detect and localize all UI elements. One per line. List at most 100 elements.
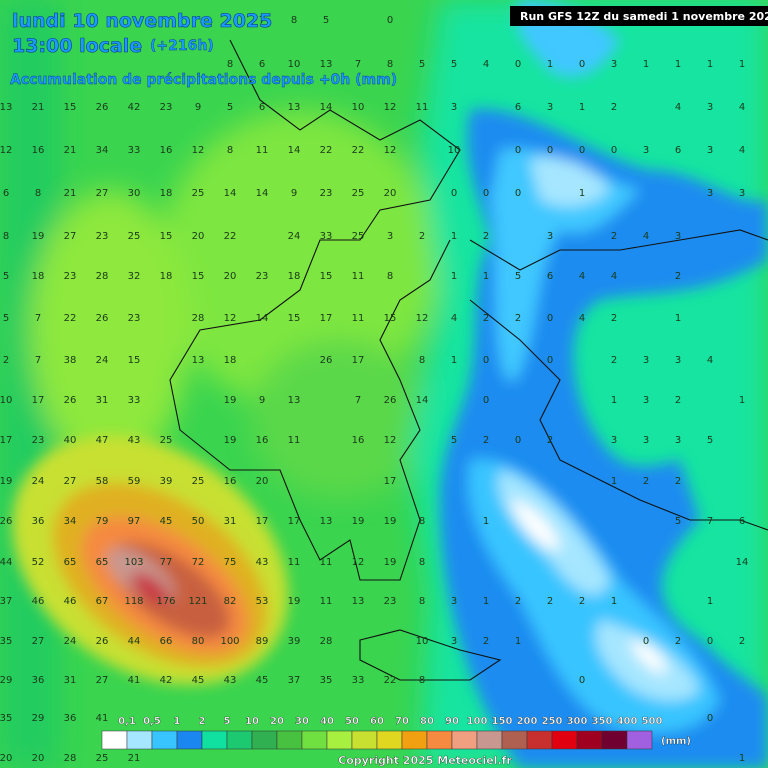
grid-value: 3 — [387, 231, 393, 242]
grid-value: 3 — [611, 59, 617, 70]
grid-value: 25 — [128, 231, 141, 242]
grid-value: 10 — [448, 145, 461, 156]
legend-swatch — [351, 730, 378, 750]
grid-value: 24 — [96, 355, 109, 366]
grid-value: 4 — [483, 59, 489, 70]
grid-value: 28 — [64, 753, 77, 764]
grid-value: 9 — [291, 188, 297, 199]
grid-value: 2 — [611, 231, 617, 242]
grid-value: 26 — [0, 516, 12, 527]
grid-value: 41 — [96, 713, 109, 724]
grid-value: 15 — [128, 355, 141, 366]
grid-value: 14 — [320, 102, 333, 113]
grid-value: 1 — [483, 516, 489, 527]
grid-value: 0 — [547, 355, 553, 366]
grid-value: 38 — [64, 355, 77, 366]
grid-value: 2 — [483, 636, 489, 647]
grid-value: 13 — [352, 596, 365, 607]
grid-value: 8 — [419, 596, 425, 607]
grid-value: 3 — [451, 596, 457, 607]
grid-value: 19 — [384, 516, 397, 527]
grid-value: 0 — [483, 188, 489, 199]
grid-value: 1 — [579, 102, 585, 113]
grid-value: 47 — [96, 435, 109, 446]
date-title: lundi 10 novembre 2025 — [12, 10, 272, 32]
grid-value: 19 — [224, 435, 237, 446]
grid-value: 1 — [739, 395, 745, 406]
grid-value: 80 — [192, 636, 205, 647]
grid-value: 3 — [707, 102, 713, 113]
grid-value: 23 — [160, 102, 173, 113]
legend-label: 200 — [517, 716, 538, 727]
grid-value: 27 — [64, 231, 77, 242]
grid-value: 5 — [419, 59, 425, 70]
grid-value: 3 — [643, 435, 649, 446]
grid-value: 15 — [320, 271, 333, 282]
grid-value: 11 — [256, 145, 269, 156]
grid-value: 11 — [352, 271, 365, 282]
grid-value: 72 — [192, 557, 205, 568]
grid-value: 7 — [35, 355, 41, 366]
grid-value: 79 — [96, 516, 109, 527]
grid-value: 39 — [288, 636, 301, 647]
grid-value: 20 — [224, 271, 237, 282]
grid-value: 2 — [739, 636, 745, 647]
legend-label: 150 — [492, 716, 513, 727]
grid-value: 11 — [320, 596, 333, 607]
grid-value: 3 — [707, 188, 713, 199]
grid-value: 7 — [707, 516, 713, 527]
grid-value: 5 — [675, 516, 681, 527]
grid-value: 35 — [0, 636, 12, 647]
legend-swatch — [276, 730, 303, 750]
legend-swatch — [326, 730, 353, 750]
grid-value: 18 — [160, 271, 173, 282]
lead-time: (+216h) — [150, 38, 214, 54]
grid-value: 15 — [192, 271, 205, 282]
grid-value: 25 — [352, 188, 365, 199]
grid-value: 26 — [96, 636, 109, 647]
grid-value: 43 — [128, 435, 141, 446]
grid-value: 14 — [256, 313, 269, 324]
subtitle: Accumulation de précipitations depuis +0… — [10, 72, 397, 88]
grid-value: 3 — [643, 355, 649, 366]
grid-value: 21 — [128, 753, 141, 764]
grid-value: 19 — [224, 395, 237, 406]
grid-value: 12 — [416, 313, 429, 324]
grid-value: 5 — [3, 271, 9, 282]
grid-value: 17 — [0, 435, 12, 446]
grid-value: 2 — [515, 596, 521, 607]
grid-value: 2 — [643, 476, 649, 487]
grid-value: 3 — [643, 395, 649, 406]
legend-label: 0,1 — [118, 716, 136, 727]
grid-value: 25 — [352, 231, 365, 242]
grid-value: 15 — [64, 102, 77, 113]
grid-value: 1 — [611, 596, 617, 607]
grid-value: 5 — [227, 102, 233, 113]
grid-value: 4 — [707, 355, 713, 366]
grid-value: 2 — [547, 435, 553, 446]
grid-value: 8 — [419, 355, 425, 366]
grid-value: 1 — [643, 59, 649, 70]
grid-value: 0 — [547, 145, 553, 156]
grid-value: 37 — [0, 596, 12, 607]
grid-value: 31 — [64, 675, 77, 686]
grid-value: 44 — [0, 557, 12, 568]
grid-value: 3 — [547, 102, 553, 113]
grid-value: 1 — [707, 59, 713, 70]
grid-value: 100 — [220, 636, 239, 647]
grid-value: 9 — [195, 102, 201, 113]
grid-value: 16 — [160, 145, 173, 156]
legend-label: 5 — [224, 716, 231, 727]
grid-value: 35 — [0, 713, 12, 724]
grid-value: 77 — [160, 557, 173, 568]
grid-value: 5 — [451, 59, 457, 70]
grid-value: 17 — [256, 516, 269, 527]
grid-value: 11 — [320, 557, 333, 568]
grid-value: 34 — [64, 516, 77, 527]
grid-value: 6 — [259, 102, 265, 113]
grid-value: 29 — [32, 713, 45, 724]
grid-value: 67 — [96, 596, 109, 607]
grid-value: 27 — [96, 188, 109, 199]
grid-value: 12 — [352, 557, 365, 568]
